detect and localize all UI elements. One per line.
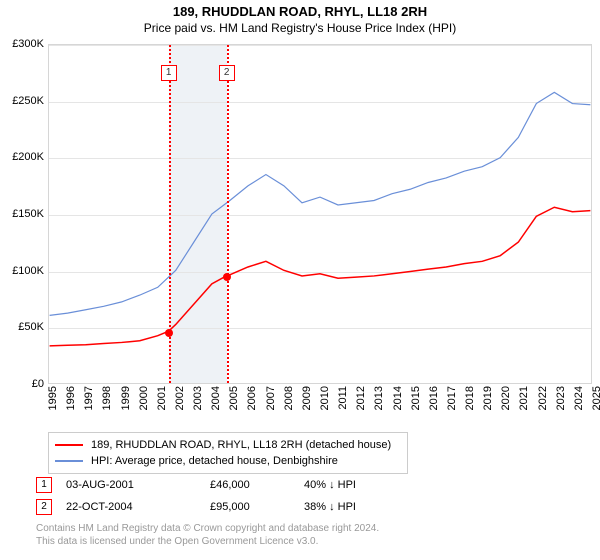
x-tick-label: 2008 [283, 386, 295, 410]
legend-item: HPI: Average price, detached house, Denb… [55, 453, 401, 469]
event-diff: 38% ↓ HPI [304, 501, 414, 513]
y-tick-label: £250K [12, 95, 44, 107]
legend-swatch [55, 460, 83, 462]
x-tick-label: 2016 [428, 386, 440, 410]
events-table: 1 03-AUG-2001 £46,000 40% ↓ HPI 2 22-OCT-2004… [36, 474, 592, 518]
x-tick-label: 2011 [337, 386, 349, 410]
y-tick-label: £300K [12, 38, 44, 50]
x-tick-label: 2010 [319, 386, 331, 410]
y-axis: £0£50K£100K£150K£200K£250K£300K [0, 44, 46, 384]
event-row-marker: 1 [36, 477, 52, 493]
x-tick-label: 2023 [555, 386, 567, 410]
x-tick-label: 2003 [192, 386, 204, 410]
legend: 189, RHUDDLAN ROAD, RHYL, LL18 2RH (deta… [48, 432, 408, 474]
x-tick-label: 2015 [410, 386, 422, 410]
x-tick-label: 2022 [537, 386, 549, 410]
x-tick-label: 1998 [101, 386, 113, 410]
titles: 189, RHUDDLAN ROAD, RHYL, LL18 2RH Price… [0, 0, 600, 35]
event-vline [227, 45, 229, 383]
legend-label: 189, RHUDDLAN ROAD, RHYL, LL18 2RH (deta… [91, 439, 391, 451]
x-tick-label: 2002 [174, 386, 186, 410]
series-hpi [50, 92, 591, 315]
event-row: 2 22-OCT-2004 £95,000 38% ↓ HPI [36, 496, 592, 518]
x-tick-label: 2018 [464, 386, 476, 410]
x-tick-label: 2000 [138, 386, 150, 410]
x-tick-label: 2006 [246, 386, 258, 410]
chart-title: 189, RHUDDLAN ROAD, RHYL, LL18 2RH [0, 4, 600, 19]
x-tick-label: 1997 [83, 386, 95, 410]
legend-label: HPI: Average price, detached house, Denb… [91, 455, 338, 467]
event-date: 22-OCT-2004 [66, 501, 196, 513]
chart-container: 189, RHUDDLAN ROAD, RHYL, LL18 2RH Price… [0, 0, 600, 560]
x-tick-label: 2024 [573, 386, 585, 410]
y-tick-label: £50K [18, 321, 44, 333]
x-tick-label: 2017 [446, 386, 458, 410]
x-tick-label: 2019 [482, 386, 494, 410]
x-tick-label: 2014 [392, 386, 404, 410]
x-tick-label: 2007 [265, 386, 277, 410]
event-date: 03-AUG-2001 [66, 479, 196, 491]
sale-point [165, 329, 173, 337]
event-price: £46,000 [210, 479, 290, 491]
chart-subtitle: Price paid vs. HM Land Registry's House … [0, 21, 600, 35]
x-tick-label: 1996 [65, 386, 77, 410]
x-tick-label: 2004 [210, 386, 222, 410]
footer-line-2: This data is licensed under the Open Gov… [36, 535, 592, 548]
footer-line-1: Contains HM Land Registry data © Crown c… [36, 522, 592, 535]
event-diff: 40% ↓ HPI [304, 479, 414, 491]
series-property [50, 207, 591, 346]
y-tick-label: £0 [32, 378, 44, 390]
x-tick-label: 2009 [301, 386, 313, 410]
y-tick-label: £150K [12, 208, 44, 220]
line-series-svg [49, 45, 591, 383]
x-tick-label: 1995 [47, 386, 59, 410]
event-price: £95,000 [210, 501, 290, 513]
x-tick-label: 2025 [591, 386, 600, 410]
x-tick-label: 2013 [373, 386, 385, 410]
x-tick-label: 2012 [355, 386, 367, 410]
plot-area: 12 [48, 44, 592, 384]
footer: Contains HM Land Registry data © Crown c… [36, 522, 592, 548]
x-tick-label: 2001 [156, 386, 168, 410]
x-tick-label: 2021 [518, 386, 530, 410]
event-marker-box: 2 [219, 65, 235, 81]
y-tick-label: £200K [12, 151, 44, 163]
x-axis: 1995 1996 1997 1998 1999 2000 2001 2002 2003 2004… [48, 386, 592, 430]
legend-swatch [55, 444, 83, 446]
event-row: 1 03-AUG-2001 £46,000 40% ↓ HPI [36, 474, 592, 496]
sale-point [223, 273, 231, 281]
x-tick-label: 2005 [228, 386, 240, 410]
y-tick-label: £100K [12, 265, 44, 277]
event-marker-box: 1 [161, 65, 177, 81]
x-tick-label: 1999 [120, 386, 132, 410]
event-row-marker: 2 [36, 499, 52, 515]
x-tick-label: 2020 [500, 386, 512, 410]
legend-item: 189, RHUDDLAN ROAD, RHYL, LL18 2RH (deta… [55, 437, 401, 453]
